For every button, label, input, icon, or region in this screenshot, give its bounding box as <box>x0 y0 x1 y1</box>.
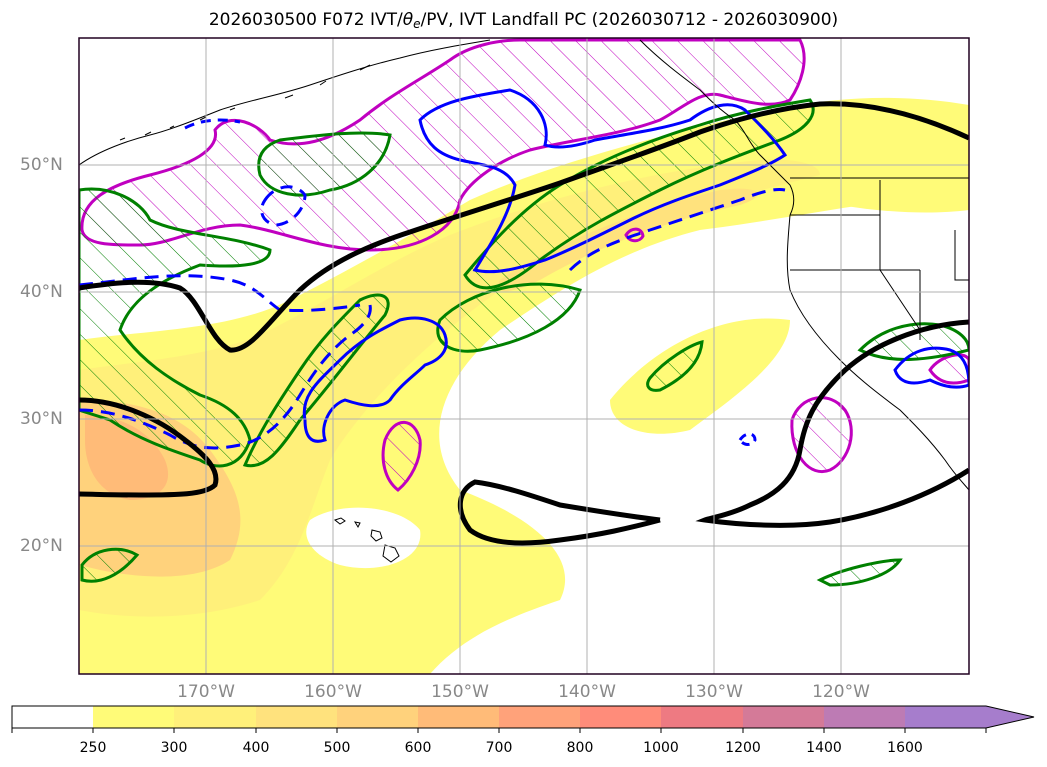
pv-magenta-coast <box>928 353 969 385</box>
map-gridlines <box>79 38 969 674</box>
colorbar-bin-500-600 <box>337 706 418 728</box>
ivt-band-mid <box>79 159 820 617</box>
map-plot-area <box>79 38 969 674</box>
colorbar-bin-800-1000 <box>580 706 661 728</box>
coastline-alaska <box>79 39 491 166</box>
lon-label-120w: 120°W <box>812 682 870 702</box>
colorbar-bin-1200-1400 <box>743 706 824 728</box>
colorbar-bin-400-500 <box>256 706 337 728</box>
pv-magenta-north <box>80 38 806 252</box>
colorbar-label-1200: 1200 <box>725 740 761 756</box>
pv-green-northwest <box>257 131 392 197</box>
colorbar-label-1000: 1000 <box>643 740 679 756</box>
lon-label-170w: 170°W <box>177 682 235 702</box>
theta-e-dashed-north <box>568 188 786 272</box>
pv-green-south <box>80 547 140 583</box>
lon-label-160w: 160°W <box>304 682 362 702</box>
colorbar-label-400: 400 <box>242 740 270 756</box>
map-frame <box>78 37 970 675</box>
lat-label-30n: 30°N <box>20 409 63 429</box>
colorbar-outline <box>11 705 1035 729</box>
state-borders <box>790 180 969 340</box>
lat-label-40n: 40°N <box>20 282 63 302</box>
colorbar-bin-250-300 <box>93 706 174 728</box>
ivt-band-max <box>85 415 169 500</box>
colorbar-bin-1400-1600 <box>824 706 905 728</box>
theta-e-dashed-west <box>79 304 372 450</box>
colorbar-label-1600: 1600 <box>887 740 923 756</box>
colorbar-label-500: 500 <box>323 740 351 756</box>
colorbar-label-600: 600 <box>404 740 432 756</box>
theta-e-dashed-loop <box>260 185 307 227</box>
ivt-shading <box>79 97 969 674</box>
colorbar-label-300: 300 <box>160 740 188 756</box>
coastlines <box>79 39 969 563</box>
colorbar <box>11 705 1035 733</box>
colorbar-bin-600-700 <box>418 706 499 728</box>
pv-magenta-east <box>790 396 853 473</box>
coastline-us-west <box>786 214 969 491</box>
colorbar-ticks <box>11 728 987 733</box>
ivt-contour-west <box>79 397 219 498</box>
colorbar-bin-700-800 <box>499 706 580 728</box>
lon-label-130w: 130°W <box>685 682 743 702</box>
pv-green-southeast <box>816 558 903 587</box>
colorbar-bin-below-250 <box>12 706 93 728</box>
colorbar-bin-1000-1200 <box>661 706 743 728</box>
pv-green-regions <box>79 98 969 587</box>
title-prefix: 2026030500 F072 IVT/ <box>208 10 403 30</box>
hawaii-islands <box>333 517 400 563</box>
ivt-hole-hawaii <box>306 507 421 569</box>
pv-magenta-regions <box>80 38 969 492</box>
ivt-landfall-contours <box>79 101 969 546</box>
colorbar-label-800: 800 <box>566 740 594 756</box>
title-theta: θ <box>402 10 414 30</box>
alaska-islands <box>119 64 371 141</box>
pv-green-mid <box>436 282 582 353</box>
title-suffix: /PV, IVT Landfall PC (2026030712 - 20260… <box>420 10 839 30</box>
ivt-contour-center <box>457 479 661 546</box>
lat-label-20n: 20°N <box>20 536 63 556</box>
ivt-band-east <box>610 318 790 434</box>
theta-e-solid-central <box>302 316 448 443</box>
lon-label-140w: 140°W <box>558 682 616 702</box>
colorbar-label-700: 700 <box>485 740 513 756</box>
ivt-contour-east <box>695 319 969 528</box>
theta-e-dashed-far-north <box>184 118 241 130</box>
theta-e-solid-north <box>418 88 788 274</box>
pv-green-band <box>242 293 390 468</box>
theta-e-dashed-northwest <box>79 274 361 313</box>
title-theta-subscript: e <box>413 17 421 31</box>
colorbar-label-1400: 1400 <box>806 740 842 756</box>
colorbar-bin-300-400 <box>174 706 256 728</box>
lat-label-50n: 50°N <box>20 155 63 175</box>
ivt-contour-north <box>79 101 969 353</box>
ivt-band-southeast <box>820 185 969 213</box>
map-title: 2026030500 F072 IVT/θe/PV, IVT Landfall … <box>0 10 1047 31</box>
coastline-canada <box>639 39 795 216</box>
pv-green-small <box>646 340 704 392</box>
colorbar-bin-above-1600 <box>905 706 1034 728</box>
colorbar-label-250: 250 <box>79 740 107 756</box>
pv-magenta-central <box>381 420 422 492</box>
lon-label-150w: 150°W <box>431 682 489 702</box>
theta-e-dashed-small <box>738 432 757 446</box>
